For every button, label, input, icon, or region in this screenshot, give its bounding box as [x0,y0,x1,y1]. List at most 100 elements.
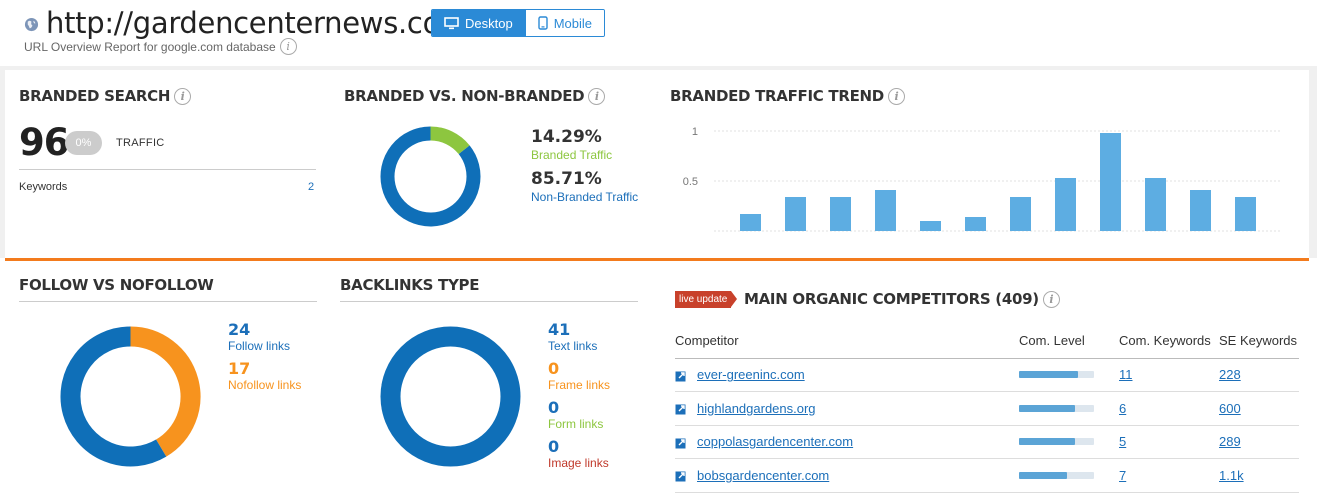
com-level-cell [1019,458,1119,493]
com-keywords-link[interactable]: 6 [1119,400,1127,416]
branded-label: Branded Traffic [531,148,613,162]
col-com-level: Com. Level [1019,323,1119,359]
traffic-label: TRAFFIC [116,137,165,149]
branded-vs-nonbranded-title: BRANDED VS. NON-BRANDED i [344,87,606,105]
trend-bar[interactable] [785,197,806,231]
trend-bar[interactable] [830,197,851,231]
competitor-domain-link[interactable]: ever-greeninc.com [697,367,805,383]
external-link-icon[interactable] [675,470,687,482]
se-keywords-cell: 228 [1219,358,1299,392]
follow-count: 24 [228,320,251,339]
trend-bar[interactable] [740,214,761,231]
branded-traffic-trend-title: BRANDED TRAFFIC TREND i [670,87,905,105]
keywords-count-link[interactable]: 2 [308,181,315,193]
nofollow-label: Nofollow links [228,378,302,392]
info-icon[interactable]: i [588,87,606,105]
divider [19,301,317,302]
info-icon[interactable]: i [1042,290,1060,308]
branded-donut-chart [380,126,481,227]
branded-traffic-trend-chart: 10.5 [683,126,1281,232]
y-tick-label: 1 [692,126,698,138]
competitors-title: MAIN ORGANIC COMPETITORS (409) i [744,290,1060,308]
follow-label: Follow links [228,339,291,353]
trend-bar[interactable] [1235,197,1256,231]
mobile-tab-label: Mobile [553,15,592,31]
trend-bar[interactable] [1055,178,1076,231]
com-level-cell [1019,358,1119,392]
branded-vs-nonbranded-title-text: BRANDED VS. NON-BRANDED [344,87,585,105]
trend-bar[interactable] [920,221,941,231]
trend-bar[interactable] [875,190,896,231]
external-link-icon[interactable] [675,370,687,382]
form-links-label: Form links [548,417,604,431]
se-keywords-link[interactable]: 228 [1219,367,1241,383]
desktop-tab[interactable]: Desktop [432,10,525,36]
com-level-bar [1019,404,1094,412]
separator [0,66,1317,70]
se-keywords-cell: 1.1k [1219,458,1299,493]
se-keywords-cell: 289 [1219,425,1299,459]
follow-legend: 24 Follow links 17 Nofollow links [228,320,301,392]
com-keywords-cell: 11 [1119,358,1219,392]
trend-bar[interactable] [1010,197,1031,231]
info-icon[interactable]: i [174,87,192,105]
branded-slice [430,126,470,155]
competitors-title-text: MAIN ORGANIC COMPETITORS (409) [744,290,1039,308]
backlinks-donut-chart [380,326,521,467]
com-level-bar [1019,371,1094,379]
com-keywords-link[interactable]: 7 [1119,467,1127,483]
frame-links-count: 0 [548,359,560,378]
info-icon[interactable]: i [279,38,297,55]
table-row: highlandgardens.org 6 600 [675,391,1299,426]
competitor-domain-link[interactable]: coppolasgardencenter.com [697,434,854,450]
competitor-cell: ever-greeninc.com [675,358,1019,392]
com-level-fill [1019,404,1075,412]
competitor-domain-link[interactable]: highlandgardens.org [697,400,816,416]
se-keywords-link[interactable]: 289 [1219,434,1241,450]
com-keywords-link[interactable]: 11 [1119,367,1133,383]
com-level-bar [1019,438,1094,446]
branded-legend: 14.29% Branded Traffic 85.71% Non-Brande… [531,127,638,204]
separator [1309,66,1317,258]
nonbranded-label: Non-Branded Traffic [531,190,639,204]
trend-bar[interactable] [965,217,986,231]
external-link-icon[interactable] [675,403,687,415]
subtitle-text: URL Overview Report for google.com datab… [24,39,276,54]
desktop-icon [444,16,459,29]
competitor-cell: bobsgardencenter.com [675,458,1019,493]
com-keywords-cell: 5 [1119,425,1219,459]
com-level-cell [1019,425,1119,459]
com-level-fill [1019,471,1067,479]
nofollow-slice [130,326,201,457]
follow-slice [60,326,167,467]
mobile-tab[interactable]: Mobile [524,10,604,36]
follow-vs-nofollow-title: FOLLOW VS NOFOLLOW [19,276,214,294]
com-level-cell [1019,391,1119,426]
trend-bar[interactable] [1190,190,1211,231]
info-icon[interactable]: i [887,87,905,105]
image-links-count: 0 [548,437,560,456]
follow-donut-chart [60,326,201,467]
com-keywords-link[interactable]: 5 [1119,434,1127,450]
se-keywords-link[interactable]: 600 [1219,400,1241,416]
globe-icon [24,17,39,32]
external-link-icon[interactable] [675,437,687,449]
col-competitor: Competitor [675,323,1019,359]
branded-traffic-value: 96 [19,121,69,164]
backlinks-legend: 41 Text links 0 Frame links 0 Form links… [548,320,610,470]
table-row: ever-greeninc.com 11 228 [675,358,1299,392]
nonbranded-slice [380,126,481,227]
branded-pct: 14.29% [531,127,602,147]
text-links-label: Text links [548,339,598,353]
se-keywords-link[interactable]: 1.1k [1219,467,1244,483]
trend-bar[interactable] [1100,133,1121,231]
nonbranded-pct: 85.71% [531,169,602,189]
keywords-label: Keywords [19,181,68,193]
live-update-badge: live update [675,291,738,308]
trend-bar[interactable] [1145,178,1166,231]
competitors-table: Competitor Com. Level Com. Keywords SE K… [675,323,1299,493]
device-toggle: Desktop Mobile [431,9,605,37]
divider [340,301,638,302]
nofollow-count: 17 [228,359,251,378]
competitor-domain-link[interactable]: bobsgardencenter.com [697,467,830,483]
